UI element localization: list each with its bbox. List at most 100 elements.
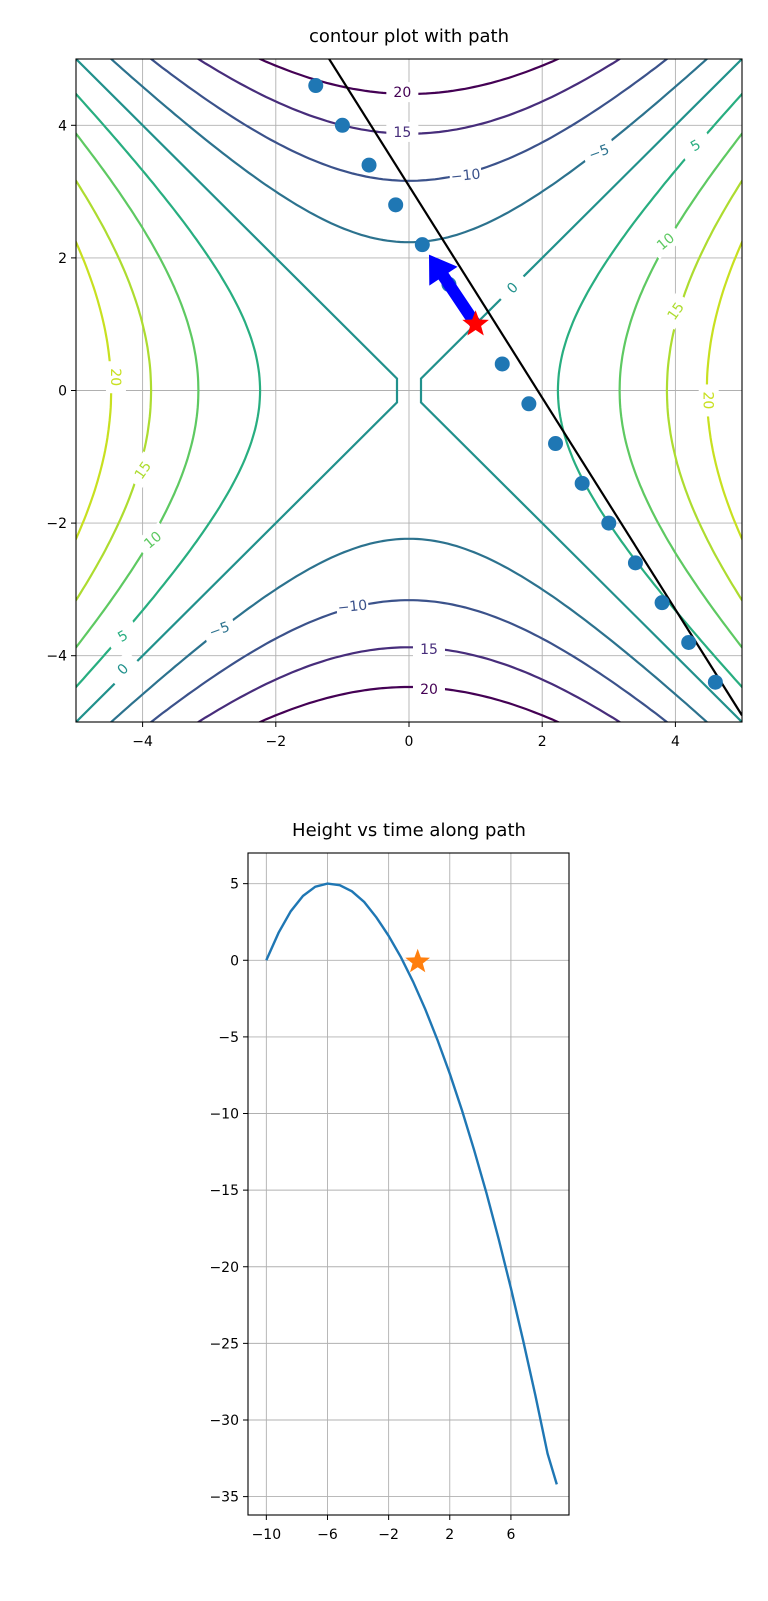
contour-label-bg: [698, 384, 719, 417]
y-tick-label: −35: [209, 1490, 239, 1506]
gradient-arrow: [429, 254, 481, 328]
contour-line: [257, 685, 561, 722]
contour-line: [149, 599, 669, 722]
path-point: [654, 595, 670, 611]
path-point: [414, 237, 430, 253]
y-tick-label: 0: [58, 384, 67, 400]
contour-label: −5: [587, 142, 612, 164]
contour-lines: [76, 59, 742, 722]
contour-label: 20: [420, 682, 438, 698]
path-overlay: [308, 59, 742, 716]
x-tick-label: 4: [671, 734, 680, 750]
contour-label-bg: [125, 451, 160, 489]
height-grid: [248, 853, 569, 1515]
contour-line: [419, 390, 742, 722]
path-point: [548, 436, 564, 452]
x-tick-label: 2: [538, 734, 547, 750]
y-tick-label: −30: [209, 1413, 239, 1429]
contour-label-bg: [493, 269, 531, 307]
path-point: [681, 634, 697, 650]
contour-label: −5: [207, 619, 232, 641]
contour-label-bg: [580, 136, 618, 167]
path-point: [308, 78, 324, 94]
contour-label: −10: [450, 167, 481, 186]
height-axis-ticks: −10 −6 −2 2 6 5 0 −5 −10 −15 −20 −25 −30 −35: [209, 877, 515, 1543]
contour-label-bg: [412, 678, 445, 699]
height-chart: Height vs time along path −10 −6 −2 2 650−5−…: [209, 820, 570, 1543]
path-point: [361, 157, 377, 173]
contour-label-bg: [448, 163, 483, 187]
contour-label-bg: [200, 614, 238, 645]
path-point: [707, 674, 723, 690]
contour-label-bg: [386, 82, 419, 103]
contour-axis-ticks: −4 −2 0 2 4 −4 −2 0 2 4: [46, 118, 680, 750]
contour-label-bg: [335, 594, 370, 618]
start-star-marker: [462, 310, 489, 336]
contour-line: [665, 178, 742, 603]
contour-label-bg: [676, 128, 715, 162]
contour-line: [196, 646, 622, 722]
contour-label: 15: [420, 642, 438, 658]
contour-line: [556, 92, 742, 689]
contour-chart-title: contour plot with path: [309, 26, 509, 47]
path-point: [521, 396, 537, 412]
x-tick-label: 0: [405, 734, 414, 750]
x-tick-label: −10: [252, 1527, 282, 1543]
y-tick-label: −20: [209, 1260, 239, 1276]
contour-label: −10: [337, 597, 368, 616]
contour-label-bg: [412, 639, 445, 660]
path-point: [627, 555, 643, 571]
x-tick-label: 2: [445, 1527, 454, 1543]
contour-label-bg: [105, 361, 126, 394]
x-tick-label: −2: [378, 1527, 399, 1543]
y-tick-label: −15: [209, 1183, 239, 1199]
contour-line: [76, 92, 262, 689]
contour-label-bg: [658, 292, 693, 330]
x-tick-label: −2: [265, 734, 286, 750]
contour-line: [109, 537, 709, 722]
contour-label: 20: [700, 392, 716, 410]
x-tick-label: 6: [506, 1527, 515, 1543]
height-chart-title: Height vs time along path: [292, 820, 526, 841]
y-tick-label: 4: [58, 118, 67, 134]
contour-label: 15: [393, 125, 411, 141]
x-tick-label: −6: [317, 1527, 338, 1543]
path-point: [574, 475, 590, 491]
contour-label-bg: [133, 521, 172, 558]
y-tick-label: 5: [230, 877, 239, 893]
contour-line: [76, 59, 399, 391]
contour-line: [149, 59, 669, 182]
y-tick-label: −5: [218, 1030, 239, 1046]
y-tick-label: −4: [46, 649, 67, 665]
y-tick-label: 0: [230, 953, 239, 969]
path-line: [327, 59, 742, 716]
y-tick-label: −25: [209, 1336, 239, 1352]
contour-line: [109, 59, 709, 244]
path-point: [494, 356, 510, 372]
contour-line: [76, 178, 153, 603]
path-point: [388, 197, 404, 213]
contour-line: [618, 131, 742, 650]
path-point: [601, 515, 617, 531]
height-series-line: [265, 882, 558, 1485]
height-series: [265, 882, 558, 1485]
contour-label-bg: [646, 223, 685, 260]
y-tick-label: 2: [58, 251, 67, 267]
x-tick-label: −4: [132, 734, 153, 750]
current-star-marker: [405, 948, 430, 973]
contour-line: [419, 59, 742, 391]
height-plot-frame: [247, 852, 570, 1516]
contour-label: 20: [107, 368, 123, 386]
contour-line: [76, 131, 200, 650]
y-tick-label: −2: [46, 516, 67, 532]
contour-label-bg: [104, 650, 142, 688]
y-tick-label: −10: [209, 1107, 239, 1123]
contour-line: [76, 390, 399, 722]
contour-label: 20: [393, 85, 411, 101]
contour-label-bg: [103, 619, 142, 653]
contour-label-bg: [386, 121, 419, 142]
path-point: [334, 117, 350, 133]
